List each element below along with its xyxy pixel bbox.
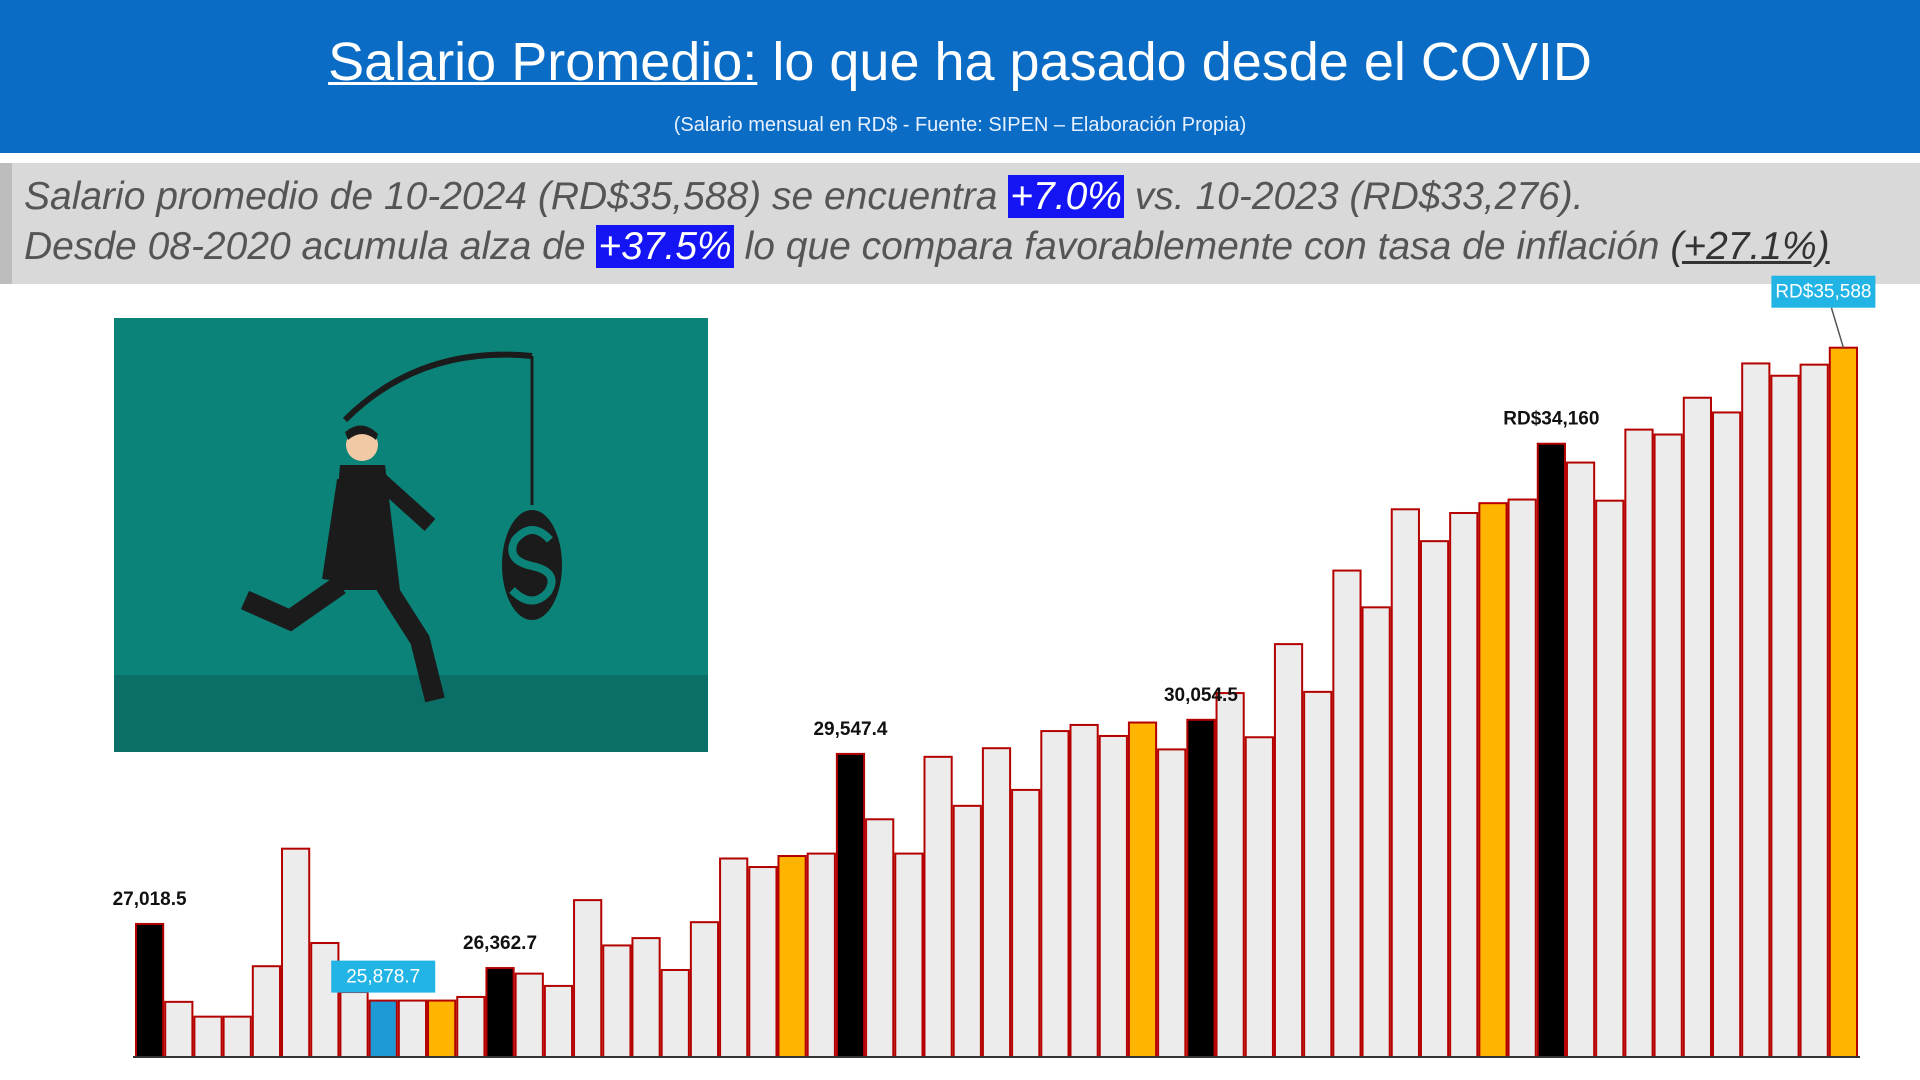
arm (322, 478, 353, 582)
dollar-sign (508, 526, 556, 605)
bar (806, 852, 836, 1059)
bar (1303, 690, 1333, 1059)
bar (281, 847, 311, 1058)
rod (342, 351, 533, 423)
value-label: RD$35,588 (1775, 282, 1871, 303)
bar (835, 752, 866, 1058)
bar (1127, 721, 1158, 1059)
title-underlined: Salario Promedio: (328, 32, 758, 92)
bar (1390, 508, 1420, 1058)
bar (1507, 498, 1537, 1058)
leader-line (1830, 307, 1845, 348)
bar (164, 1000, 194, 1059)
bar (543, 984, 574, 1059)
illustration-floor (114, 675, 708, 752)
text: vs. 10-2023 (RD$33,276). (1123, 175, 1584, 218)
value-label: 26,362.7 (463, 933, 537, 954)
illustration (114, 318, 708, 752)
value-label: 25,878.7 (346, 967, 420, 988)
bar (397, 999, 428, 1059)
title: Salario Promedio: lo que ha pasado desde… (0, 30, 1920, 94)
bar (1186, 718, 1216, 1058)
text: Desde 08-2020 acumula alza de (24, 225, 597, 268)
value-label: 30,054.5 (1164, 685, 1238, 706)
bar (1711, 411, 1742, 1058)
bar (1565, 461, 1596, 1058)
bar (310, 942, 340, 1058)
bar (865, 818, 895, 1058)
arm (374, 474, 436, 531)
bar (952, 804, 982, 1058)
bar (514, 972, 544, 1058)
leg (376, 579, 445, 703)
bar (894, 852, 924, 1059)
bar (573, 899, 603, 1059)
bar (1215, 692, 1245, 1058)
bar (981, 747, 1012, 1058)
bar (748, 866, 778, 1059)
inflation: (+27.1%) (1670, 225, 1830, 268)
bar (222, 1015, 252, 1058)
bar (719, 857, 749, 1058)
text: lo que compara favorablemente con tasa d… (733, 225, 1671, 268)
bar (1536, 442, 1566, 1058)
bar (1770, 374, 1800, 1058)
bar (1653, 433, 1683, 1058)
highlight: +37.5% (596, 225, 734, 268)
bar (135, 922, 165, 1059)
subtitle: (Salario mensual en RD$ - Fuente: SIPEN … (673, 114, 1247, 136)
bar (1361, 606, 1391, 1059)
bar (1828, 346, 1859, 1058)
head (346, 429, 378, 461)
header: Salario Promedio: lo que ha pasado desde… (0, 0, 1920, 153)
summary-band: Salario promedio de 10-2024 (RD$35,588) … (0, 163, 1920, 284)
highlight: +7.0% (1008, 175, 1124, 218)
bar (1624, 428, 1654, 1058)
bar (1595, 499, 1625, 1058)
bar (339, 991, 369, 1059)
bar (1419, 540, 1450, 1058)
bar (1449, 511, 1479, 1058)
bar (1244, 736, 1274, 1058)
bar (602, 944, 632, 1059)
bar (689, 921, 720, 1059)
bar (251, 965, 282, 1059)
bar (1478, 502, 1508, 1058)
summary-line: Desde 08-2020 acumula alza de +37.5% lo … (24, 223, 1830, 271)
bar (777, 855, 807, 1058)
bar (1332, 569, 1362, 1058)
value-label: RD$34,160 (1503, 409, 1599, 430)
bar (368, 999, 398, 1058)
bar (631, 937, 661, 1059)
bar (1741, 362, 1771, 1059)
bar (485, 967, 515, 1058)
bar (1273, 643, 1304, 1058)
title-rest: lo que ha pasado desde el COVID (772, 32, 1592, 92)
value-label: 29,547.4 (813, 719, 887, 740)
bar (193, 1015, 223, 1058)
bar (1098, 734, 1128, 1058)
bar (1157, 748, 1187, 1058)
bar (1682, 396, 1712, 1058)
bar (660, 968, 690, 1059)
text: Salario promedio de 10-2024 (RD$35,588) … (24, 175, 1009, 218)
bar (1011, 788, 1041, 1058)
leg (240, 576, 346, 632)
bar (1799, 363, 1829, 1058)
label-box (331, 960, 436, 993)
summary-line: Salario promedio de 10-2024 (RD$35,588) … (24, 173, 1584, 221)
bar (456, 995, 486, 1058)
value-label: 27,018.5 (113, 889, 187, 910)
hair (345, 425, 378, 440)
label-box (1771, 275, 1876, 308)
bar (427, 999, 457, 1059)
bar (923, 755, 953, 1058)
bar (1040, 730, 1070, 1058)
bar (1069, 723, 1099, 1058)
